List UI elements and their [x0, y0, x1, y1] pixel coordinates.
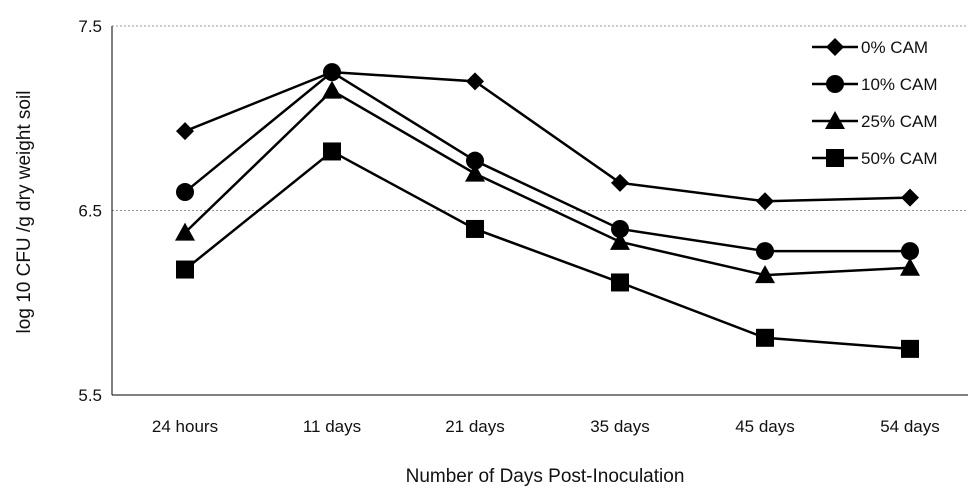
series-line — [184, 149, 911, 351]
x-tick-label: 45 days — [735, 417, 795, 436]
data-point — [466, 72, 484, 91]
grid-layer — [112, 25, 968, 211]
legend-label: 50% CAM — [861, 149, 938, 168]
data-point — [611, 173, 629, 192]
legend-item: 50% CAM — [812, 149, 938, 168]
data-point — [466, 151, 484, 170]
legend-marker — [825, 111, 845, 129]
data-point — [756, 192, 774, 211]
x-tick-label: 11 days — [303, 417, 361, 436]
legend-item: 25% CAM — [812, 111, 938, 131]
legend-marker — [826, 75, 844, 93]
data-point — [756, 328, 774, 347]
y-tick-label: 7.5 — [78, 17, 102, 36]
data-point — [900, 257, 920, 276]
legend-marker — [826, 38, 844, 56]
data-point — [611, 273, 629, 292]
data-point — [176, 183, 194, 202]
data-point — [465, 163, 485, 182]
data-point — [323, 63, 341, 82]
legend-label: 25% CAM — [861, 112, 938, 131]
y-tick-label: 6.5 — [78, 202, 102, 221]
legend-item: 10% CAM — [812, 75, 938, 94]
data-point — [901, 242, 919, 261]
series-layer — [175, 63, 920, 358]
data-point — [323, 142, 341, 161]
y-axis-title: log 10 CFU /g dry weight soil — [14, 91, 35, 334]
data-point — [755, 265, 775, 284]
x-tick-label: 54 days — [880, 417, 940, 436]
legend-label: 10% CAM — [861, 75, 938, 94]
legend-label: 0% CAM — [861, 38, 928, 57]
data-point — [611, 219, 629, 238]
data-point — [466, 219, 484, 238]
data-point — [901, 188, 919, 207]
series-circle — [176, 63, 919, 261]
legend: 0% CAM 10% CAM 25% CAM 50% CAM — [812, 38, 938, 168]
x-tick-label: 24 hours — [152, 417, 218, 436]
axis-layer: 5.5 6.5 7.5 24 hours 11 days 21 days 35 days 45… — [78, 17, 968, 436]
legend-item: 0% CAM — [812, 38, 928, 57]
x-axis-title: Number of Days Post-Inoculation — [406, 466, 685, 487]
data-point — [756, 242, 774, 261]
series-line — [184, 89, 911, 277]
data-point — [176, 122, 194, 141]
data-point — [175, 222, 195, 241]
data-point — [322, 80, 342, 99]
series-triangle — [175, 80, 920, 284]
data-point — [176, 260, 194, 279]
x-tick-label: 35 days — [590, 417, 650, 436]
series-line — [184, 70, 910, 253]
data-point — [610, 231, 630, 250]
data-point — [901, 339, 919, 358]
series-square — [176, 142, 919, 358]
legend-marker — [826, 149, 844, 167]
y-tick-label: 5.5 — [78, 386, 102, 405]
series-line — [184, 70, 911, 203]
x-tick-label: 21 days — [445, 417, 505, 436]
